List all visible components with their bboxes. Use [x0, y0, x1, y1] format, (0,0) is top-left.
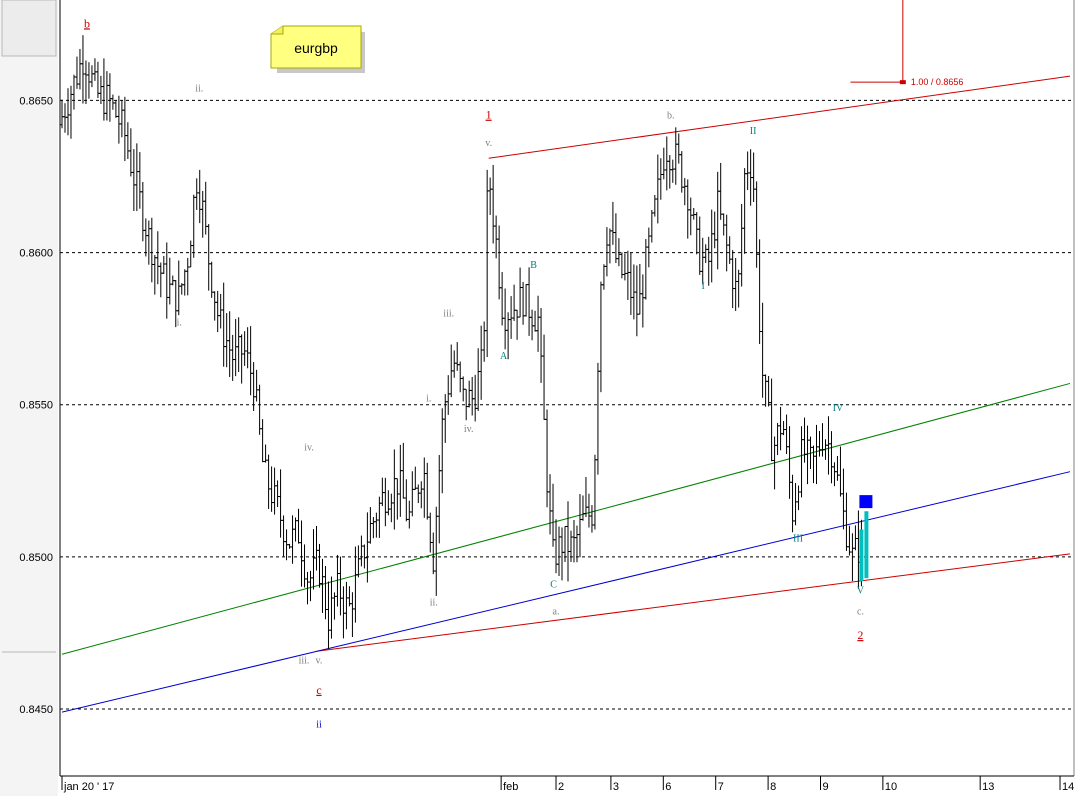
x-tick-label: 13 — [982, 781, 994, 793]
wave-label: ii. — [195, 83, 203, 94]
wave-label: 2 — [857, 628, 863, 642]
symbol-note-fold — [271, 26, 284, 35]
wave-label: III — [793, 534, 803, 545]
wave-label: iv. — [464, 424, 474, 435]
x-tick-label: 14 — [1062, 781, 1074, 793]
wave-label: a. — [553, 607, 560, 618]
y-tick-label: 0.8550 — [19, 400, 53, 412]
y-axis-top-box[interactable] — [1, 0, 57, 57]
wave-label: II — [750, 126, 757, 137]
wave-label: iii. — [443, 308, 454, 319]
highlight-bar — [864, 511, 869, 579]
y-tick-label: 0.8500 — [19, 552, 53, 564]
x-tick-label: 10 — [885, 781, 897, 793]
wave-label: c — [316, 683, 321, 697]
x-tick-label: 2 — [558, 781, 564, 793]
highlight-bar — [859, 529, 864, 582]
wave-label: I — [702, 281, 705, 292]
plot-area — [60, 0, 1074, 776]
wave-label: b. — [667, 111, 675, 122]
wave-label: ii. — [430, 598, 438, 609]
y-tick-label: 0.8600 — [19, 248, 53, 260]
trendline-lower-channel — [316, 553, 1071, 652]
y-axis-panel — [0, 0, 58, 796]
ohlc-bars — [60, 35, 864, 650]
x-tick-label: 8 — [770, 781, 776, 793]
wave-label: v. — [316, 655, 323, 666]
trendline-upper-channel — [488, 75, 1071, 159]
target-point — [899, 80, 906, 85]
trendline-green-line — [61, 382, 1071, 655]
trendlines — [61, 75, 1071, 713]
y-tick-label: 0.8450 — [19, 704, 53, 716]
x-tick-label: 3 — [613, 781, 619, 793]
trendline-blue-line — [61, 471, 1071, 713]
wave-annotations: bii.i.iv.iii. v.ciii.ii.iii.iv.v.1ABCa.b.… — [84, 16, 865, 730]
wave-label: C — [550, 579, 557, 590]
x-tick-label: 7 — [718, 781, 724, 793]
wave-label: iv. — [304, 442, 314, 453]
position-marker — [859, 495, 873, 509]
target-projection: 1.00 / 0.8656 — [850, 0, 963, 87]
y-tick-label: 0.8650 — [19, 95, 53, 107]
wave-label: B — [530, 260, 537, 271]
wave-label: V — [857, 585, 865, 596]
symbol-label: eurgbp — [294, 40, 338, 56]
wave-label: b — [84, 16, 90, 30]
x-tick-label: feb — [503, 781, 518, 793]
x-axis-panel — [60, 776, 1080, 796]
wave-label: A — [500, 351, 508, 362]
highlight-bars — [859, 495, 873, 582]
wave-label: ii — [316, 719, 322, 730]
wave-label: v. — [485, 138, 492, 149]
symbol-note[interactable]: eurgbp — [270, 25, 365, 73]
wave-label: iii. — [299, 655, 310, 666]
wave-label: i. — [426, 394, 431, 405]
y-axis-labels: 0.8650 0.8600 0.8550 0.8500 0.8450 — [19, 95, 53, 716]
gridlines — [60, 99, 1074, 710]
x-tick-label: 9 — [822, 781, 828, 793]
wave-label: c. — [857, 607, 864, 618]
x-tick-label: 6 — [665, 781, 671, 793]
x-tick-label: jan 20 ' 17 — [63, 781, 114, 793]
target-label: 1.00 / 0.8656 — [911, 77, 964, 87]
wave-label: IV — [833, 403, 844, 414]
wave-label: i. — [177, 318, 182, 329]
x-axis-labels: jan 20 ' 17 feb 2 3 6 7 8 9 10 13 14 — [61, 776, 1074, 793]
wave-label: 1 — [486, 108, 492, 122]
